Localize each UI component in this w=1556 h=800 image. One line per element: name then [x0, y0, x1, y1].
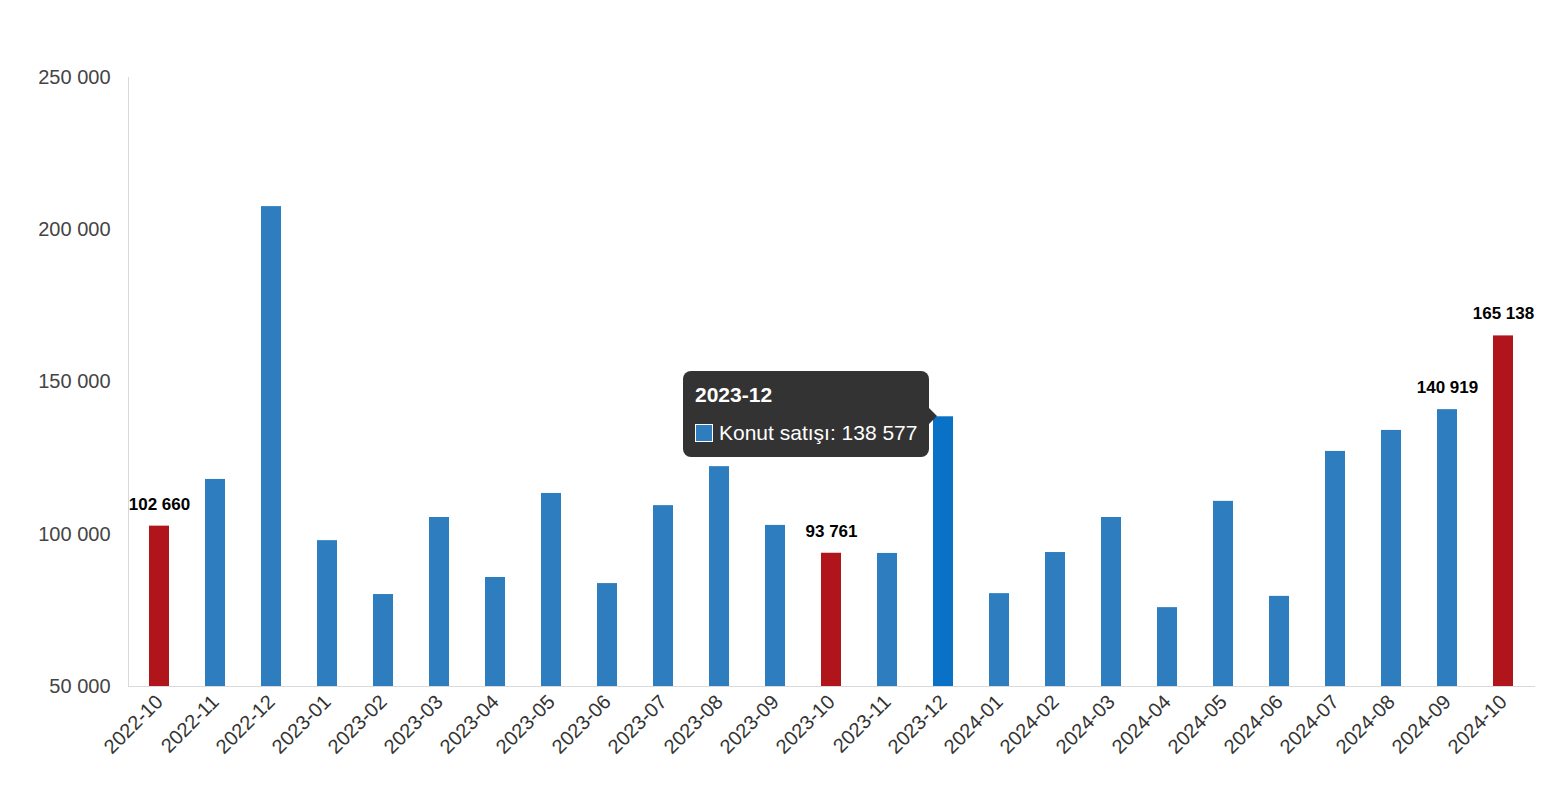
- svg-text:102 660: 102 660: [129, 495, 190, 514]
- svg-text:100 000: 100 000: [38, 523, 110, 545]
- svg-text:50 000: 50 000: [49, 675, 110, 697]
- svg-text:140 919: 140 919: [1417, 378, 1478, 397]
- svg-text:2023-06: 2023-06: [547, 690, 614, 757]
- svg-text:2023-03: 2023-03: [379, 690, 446, 757]
- svg-text:2023-05: 2023-05: [491, 690, 558, 757]
- svg-text:2024-01: 2024-01: [939, 690, 1006, 757]
- svg-text:2022-11: 2022-11: [156, 690, 222, 756]
- svg-text:2023-11: 2023-11: [828, 690, 894, 756]
- svg-text:250 000: 250 000: [38, 66, 110, 88]
- svg-text:2024-02: 2024-02: [995, 690, 1062, 757]
- svg-text:200 000: 200 000: [38, 218, 110, 240]
- svg-text:150 000: 150 000: [38, 370, 110, 392]
- svg-text:2024-10: 2024-10: [1443, 690, 1510, 757]
- svg-text:2022-12: 2022-12: [211, 690, 278, 757]
- svg-text:2023-08: 2023-08: [659, 690, 726, 757]
- svg-text:2024-03: 2024-03: [1051, 690, 1118, 757]
- svg-text:2023-09: 2023-09: [715, 690, 782, 757]
- svg-text:165 138: 165 138: [1473, 304, 1534, 323]
- html-text:2023-12: 2023-12: [695, 383, 773, 407]
- svg-text:2024-05: 2024-05: [1163, 690, 1230, 757]
- html-text:Konut satışı: 138 577: Konut satışı: 138 577: [719, 421, 918, 445]
- svg-text:2023-12: 2023-12: [883, 690, 950, 757]
- svg-text:2024-08: 2024-08: [1331, 690, 1398, 757]
- svg-text:2024-07: 2024-07: [1275, 690, 1342, 757]
- svg-text:2024-06: 2024-06: [1219, 690, 1286, 757]
- svg-text:2024-09: 2024-09: [1387, 690, 1454, 757]
- svg-text:2023-07: 2023-07: [603, 690, 670, 757]
- svg-text:93 761: 93 761: [806, 522, 858, 541]
- svg-text:2024-04: 2024-04: [1107, 690, 1174, 757]
- svg-text:2022-10: 2022-10: [99, 690, 166, 757]
- svg-text:2023-02: 2023-02: [323, 690, 390, 757]
- svg-text:2023-04: 2023-04: [435, 690, 502, 757]
- svg-text:2023-01: 2023-01: [267, 690, 334, 757]
- svg-text:2023-10: 2023-10: [771, 690, 838, 757]
